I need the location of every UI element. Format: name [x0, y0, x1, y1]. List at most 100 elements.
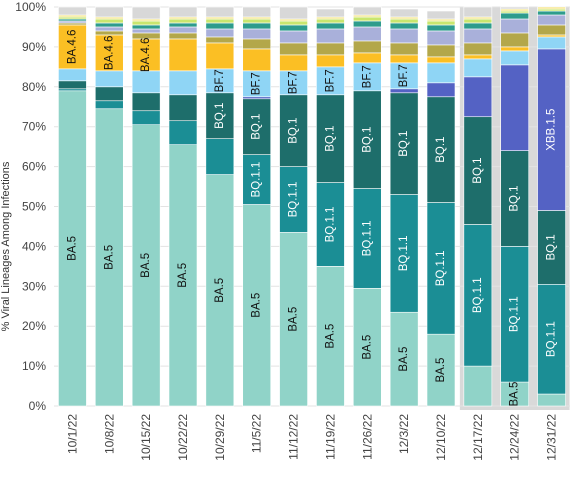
bar-segment	[426, 44, 456, 58]
bar-segment	[279, 20, 308, 26]
bar-segment	[389, 22, 419, 30]
bar-label: BQ.1	[472, 157, 484, 183]
y-tick-label: 50%	[22, 200, 46, 214]
y-tick-label: 80%	[22, 80, 46, 94]
bar-segment	[500, 246, 530, 383]
bar-segment	[316, 28, 345, 44]
x-tick-label: 10/22/22	[176, 414, 190, 461]
bar-segment	[131, 28, 161, 34]
bar-segment	[94, 26, 124, 32]
bar-segment	[463, 22, 493, 30]
bar-label: BA.5	[177, 263, 189, 288]
bar-segment	[500, 12, 530, 20]
bar-segment	[242, 22, 272, 30]
bar-segment	[131, 38, 161, 72]
bar-segment	[168, 38, 198, 72]
y-tick-label: 60%	[22, 160, 46, 174]
bar-segment	[131, 6, 161, 20]
bar-label: BA.5	[398, 347, 410, 372]
bar-label: BQ.1	[361, 127, 373, 153]
bar-segment	[242, 154, 272, 205]
bar-segment	[316, 266, 345, 407]
bar-label: BA.4.6	[140, 38, 152, 73]
bar-segment	[316, 182, 345, 267]
bar-label: BQ.1.1	[251, 162, 263, 198]
bar-segment	[352, 90, 382, 189]
bar-segment	[537, 393, 566, 407]
bar-segment	[389, 194, 419, 313]
y-tick-label: 10%	[22, 359, 46, 373]
bar-label: BF.7	[324, 69, 336, 92]
bar-segment	[94, 100, 124, 110]
bar-segment	[426, 20, 456, 26]
bar-label: XBB.1.5	[546, 109, 558, 151]
bar-segment	[389, 54, 419, 64]
bar-segment	[537, 10, 566, 16]
bar-segment	[205, 28, 235, 38]
bar-segment	[352, 6, 382, 16]
x-tick-label: 10/29/22	[213, 414, 227, 461]
y-tick-label: 70%	[22, 120, 46, 134]
bar-label: BA.5	[509, 382, 521, 407]
bar-segment	[168, 18, 198, 24]
bar-segment	[205, 22, 235, 30]
bar-label: BQ.1	[324, 126, 336, 152]
bar-segment	[205, 174, 235, 407]
bar-label: BA.4.6	[103, 36, 115, 71]
bar-segment	[131, 20, 161, 26]
bar-label: BF.7	[398, 64, 410, 87]
bar-segment	[131, 92, 161, 112]
bar-label: BQ.1.1	[509, 296, 521, 332]
x-tick-label: 11/5/22	[250, 414, 264, 453]
bar-segment	[352, 16, 382, 22]
x-tick-label: 12/3/22	[397, 414, 411, 454]
bar-segment	[58, 6, 87, 16]
bar-segment	[205, 42, 235, 70]
bar-segment	[279, 54, 308, 72]
bar-segment	[537, 6, 566, 10]
bar-segment	[94, 6, 124, 18]
bar-segment	[316, 94, 345, 183]
y-tick-label: 100%	[15, 0, 46, 14]
bar-segment	[352, 287, 382, 407]
bar-segment	[500, 18, 530, 34]
x-tick-label: 12/17/22	[471, 414, 485, 461]
bar-segment	[58, 80, 87, 90]
bar-label: BA.5	[324, 324, 336, 349]
y-tick-label: 30%	[22, 279, 46, 293]
bar-segment	[205, 36, 235, 44]
x-tick-label: 10/1/22	[65, 414, 79, 454]
bar-segment	[316, 66, 345, 96]
bar-segment	[168, 144, 198, 407]
bar-label: BA.5	[66, 236, 78, 261]
bar-segment	[168, 32, 198, 40]
bar-segment	[316, 42, 345, 56]
bar-label: BF.7	[288, 71, 300, 94]
bar-segment	[500, 50, 530, 66]
bar-segment	[352, 188, 382, 289]
x-tick-label: 11/19/22	[323, 414, 337, 460]
bar-label: BA.5	[361, 335, 373, 360]
bar-segment	[463, 76, 493, 118]
bar-label: BA.5	[103, 245, 115, 270]
bar-segment	[463, 58, 493, 78]
bar-segment	[316, 8, 345, 18]
x-tick-label: 11/12/22	[287, 414, 301, 460]
bar-segment	[94, 18, 124, 24]
bar-segment	[316, 54, 345, 68]
bar-label: BQ.1	[546, 234, 558, 260]
bar-label: BQ.1	[435, 137, 447, 163]
bar-segment	[426, 82, 456, 98]
bar-segment	[426, 333, 456, 407]
bar-segment	[242, 204, 272, 407]
bar-segment	[389, 8, 419, 18]
bar-segment	[242, 48, 272, 72]
bar-segment	[279, 94, 308, 167]
bar-segment	[168, 70, 198, 96]
bar-segment	[131, 110, 161, 126]
bar-segment	[168, 120, 198, 145]
bar-segment	[500, 6, 530, 10]
bar-segment	[352, 52, 382, 64]
bar-label: BQ.1	[398, 131, 410, 157]
bar-label: BA.4.6	[66, 30, 78, 65]
